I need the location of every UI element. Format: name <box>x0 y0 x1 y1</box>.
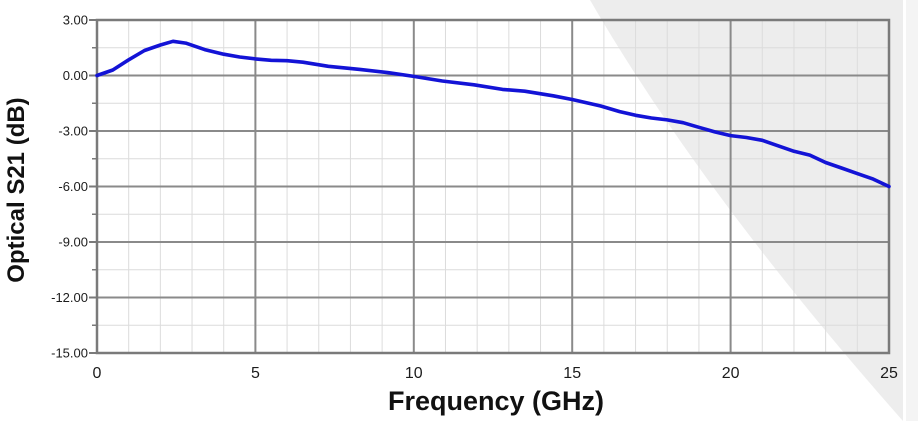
optical-s21-curve <box>95 39 891 189</box>
y-tick-label: -6.00 <box>58 179 88 194</box>
x-tick-label: 20 <box>722 365 740 382</box>
x-tick-label: 0 <box>93 365 102 382</box>
x-tick-label: 5 <box>251 365 260 382</box>
x-tick-label: 10 <box>405 365 423 382</box>
y-axis-title: Optical S21 (dB) <box>3 97 30 283</box>
y-tick-label: -12.00 <box>51 290 88 305</box>
background-edge-strip <box>906 0 918 421</box>
y-tick-label: -9.00 <box>58 235 88 250</box>
background-swoosh-shape <box>590 0 903 421</box>
y-axis-tick-labels: 3.00 0.00 -3.00 -6.00 -9.00 -12.00 -15.00 <box>51 13 88 361</box>
y-tick-label: -15.00 <box>51 346 88 361</box>
y-tick-label: -3.00 <box>58 124 88 139</box>
y-tick-label: 3.00 <box>63 13 88 28</box>
x-tick-label: 15 <box>563 365 581 382</box>
x-tick-label: 25 <box>880 365 898 382</box>
x-axis-title: Frequency (GHz) <box>387 386 605 416</box>
y-axis-tick-marks <box>89 19 97 354</box>
y-tick-label: 0.00 <box>63 68 88 83</box>
x-axis-tick-labels: 0 5 10 15 20 25 <box>93 365 898 382</box>
